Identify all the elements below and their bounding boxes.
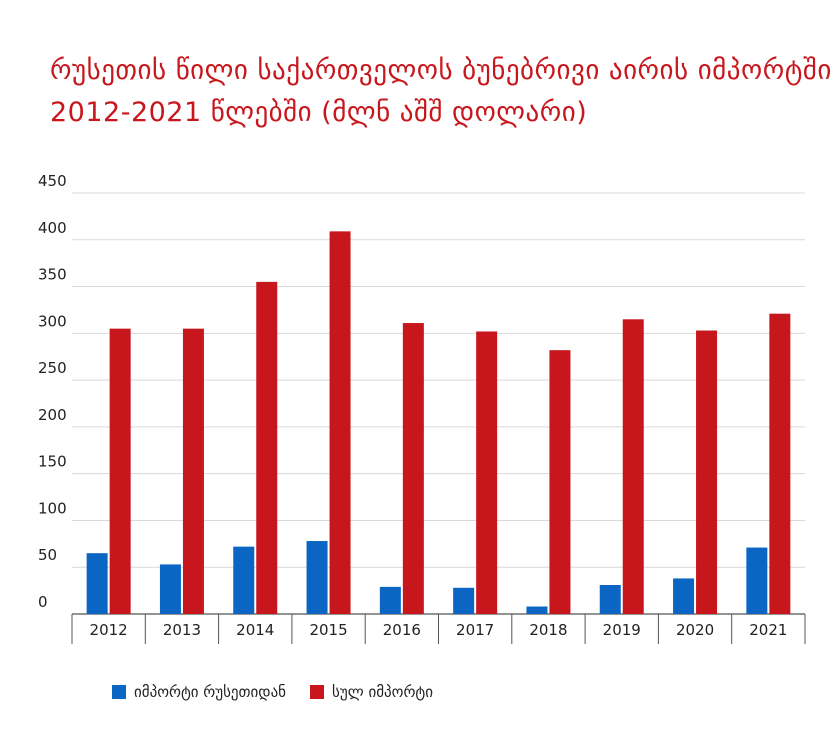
x-tick-label: 2020	[676, 621, 714, 639]
y-tick-label: 350	[38, 266, 67, 284]
x-tick-label: 2015	[309, 621, 347, 639]
bar-russia	[379, 586, 401, 614]
chart-title-line-1: რუსეთის წილი საქართველოს ბუნებრივი აირის…	[50, 55, 832, 86]
legend-item-russia: იმპორტი რუსეთიდან	[112, 683, 286, 701]
y-tick-label: 450	[38, 172, 67, 190]
x-tick-label: 2021	[749, 621, 787, 639]
bar-total	[769, 313, 791, 614]
bar-total	[256, 281, 278, 614]
bar-total	[402, 323, 424, 614]
chart-title-line-2: 2012-2021 წლებში (მლნ აშშ დოლარი)	[50, 97, 588, 128]
x-tick-label: 2019	[603, 621, 641, 639]
chart-title: რუსეთის წილი საქართველოს ბუნებრივი აირის…	[50, 50, 832, 134]
legend-label-total: სულ იმპორტი	[332, 683, 433, 701]
bar-russia	[746, 547, 768, 614]
y-tick-label: 0	[38, 593, 48, 611]
legend-swatch-total	[310, 685, 325, 699]
x-tick-label: 2016	[383, 621, 421, 639]
bar-russia	[306, 541, 328, 614]
bar-total	[696, 330, 718, 614]
bar-total	[182, 328, 204, 614]
x-tick-label: 2014	[236, 621, 274, 639]
bar-total	[329, 231, 351, 614]
y-tick-label: 250	[38, 359, 67, 377]
bar-russia	[159, 564, 181, 614]
bar-total	[622, 319, 644, 614]
y-tick-label: 100	[38, 499, 67, 517]
y-tick-label: 150	[38, 453, 67, 471]
bar-russia	[526, 606, 548, 614]
chart-legend: იმპორტი რუსეთიდან სულ იმპორტი	[112, 683, 457, 701]
x-tick-label: 2018	[529, 621, 567, 639]
legend-label-russia: იმპორტი რუსეთიდან	[134, 683, 287, 701]
bar-total	[549, 350, 571, 614]
bar-total	[476, 331, 498, 614]
bar-russia	[233, 546, 255, 614]
y-tick-label: 400	[38, 219, 67, 237]
legend-swatch-russia	[112, 685, 126, 699]
x-tick-label: 2012	[90, 621, 128, 639]
x-tick-label: 2017	[456, 621, 494, 639]
bar-russia	[86, 553, 108, 614]
bar-russia	[599, 584, 621, 614]
y-tick-label: 50	[38, 546, 57, 564]
y-tick-label: 300	[38, 312, 67, 330]
legend-item-total: სულ იმპორტი	[310, 683, 433, 701]
bar-total	[109, 328, 131, 614]
x-tick-label: 2013	[163, 621, 201, 639]
bar-russia	[453, 587, 475, 614]
bar-russia	[673, 578, 695, 614]
y-tick-label: 200	[38, 406, 67, 424]
